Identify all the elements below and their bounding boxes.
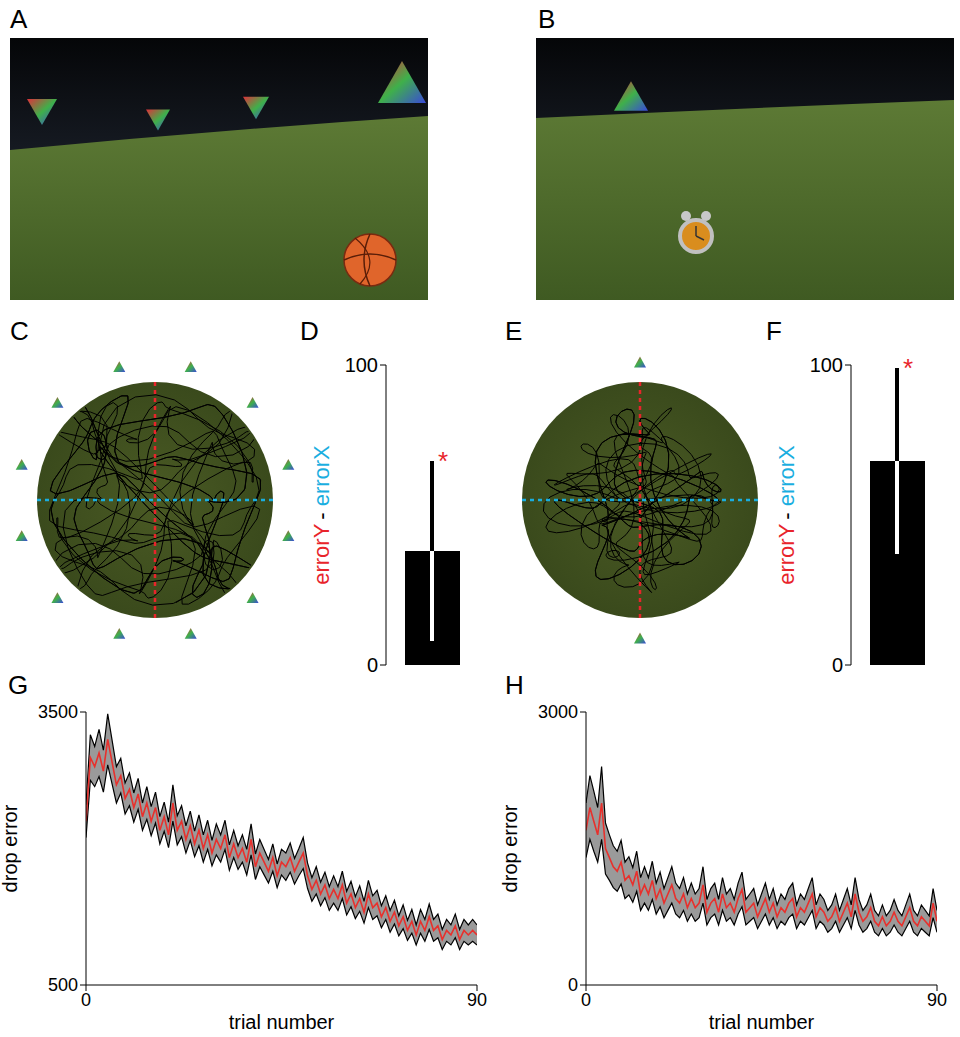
svg-text:drop error: drop error: [0, 804, 21, 892]
svg-text:errorY-errorX: errorY-errorX: [774, 445, 799, 585]
svg-text:0: 0: [581, 990, 591, 1010]
html-text:H: H: [505, 670, 524, 700]
html-text:E: E: [505, 316, 523, 346]
svg-text:100: 100: [345, 354, 378, 376]
svg-text:trial number: trial number: [229, 1011, 335, 1033]
svg-text:trial number: trial number: [709, 1011, 815, 1033]
svg-text:3000: 3000: [538, 702, 578, 722]
svg-text:0: 0: [832, 654, 843, 676]
svg-text:0: 0: [568, 975, 578, 995]
svg-text:100: 100: [810, 354, 843, 376]
svg-text:90: 90: [927, 990, 947, 1010]
html-text:G: G: [8, 670, 29, 700]
svg-text:*: *: [903, 353, 913, 383]
html-text:C: C: [10, 316, 29, 346]
svg-text:0: 0: [367, 654, 378, 676]
svg-text:500: 500: [48, 975, 78, 995]
svg-text:0: 0: [81, 990, 91, 1010]
html-text:B: B: [538, 4, 556, 34]
svg-text:*: *: [438, 446, 448, 476]
html-text:D: D: [300, 316, 319, 346]
svg-text:drop error: drop error: [500, 804, 521, 892]
html-text:F: F: [766, 316, 782, 346]
svg-text:90: 90: [467, 990, 487, 1010]
svg-text:3500: 3500: [38, 702, 78, 722]
html-text:A: A: [10, 4, 28, 34]
svg-text:errorY-errorX: errorY-errorX: [309, 445, 334, 585]
